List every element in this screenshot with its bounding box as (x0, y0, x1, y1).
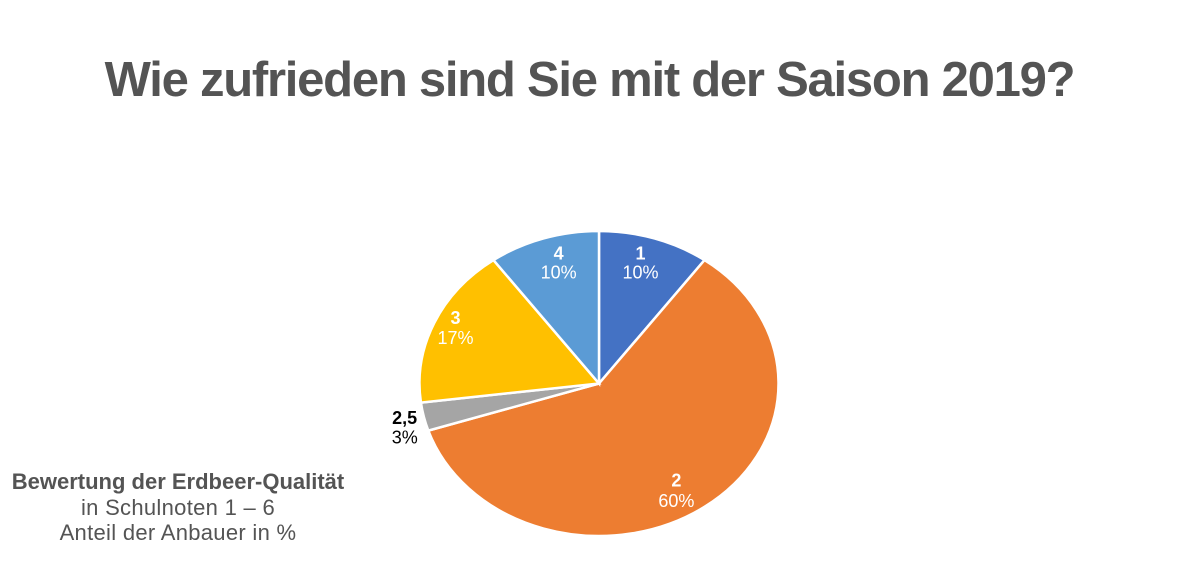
svg-text:60%: 60% (658, 491, 694, 511)
svg-text:2,5: 2,5 (392, 408, 417, 428)
svg-text:2: 2 (671, 471, 681, 491)
svg-text:3: 3 (450, 308, 460, 328)
svg-text:10%: 10% (622, 263, 658, 283)
svg-text:1: 1 (635, 244, 645, 264)
svg-text:17%: 17% (437, 328, 473, 348)
svg-text:10%: 10% (541, 263, 577, 283)
svg-text:3%: 3% (392, 428, 418, 448)
svg-text:4: 4 (554, 244, 564, 264)
